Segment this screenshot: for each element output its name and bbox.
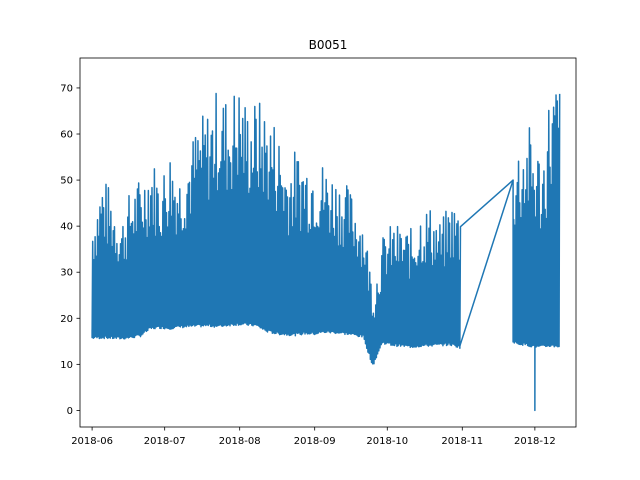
axes: 2018-06 2018-07 2018-08 2018-09 2018-10 2018-… [60,57,577,447]
axes-frame [79,57,577,428]
y-tick-label: 70 [60,83,73,94]
x-tick-label: 2018-08 [219,436,261,447]
y-tick-label: 60 [60,130,73,141]
chart-title: B0051 [309,38,348,52]
y-tick-label: 30 [60,268,73,279]
y-tick-label: 50 [60,176,73,187]
y-tick-label: 40 [60,222,73,233]
plot-area [91,92,561,412]
series-gap-connector [459,179,514,347]
y-tick-label: 0 [67,406,73,417]
y-tick-label: 20 [60,314,73,325]
x-tick-label: 2018-11 [441,436,483,447]
x-tick-label: 2018-07 [144,436,186,447]
series-line-0 [91,92,561,412]
x-tick-label: 2018-10 [366,436,408,447]
x-tick-label: 2018-06 [71,436,113,447]
x-tick-label: 2018-09 [294,436,336,447]
y-tick-label: 10 [60,360,73,371]
x-tick-label: 2018-12 [514,436,556,447]
